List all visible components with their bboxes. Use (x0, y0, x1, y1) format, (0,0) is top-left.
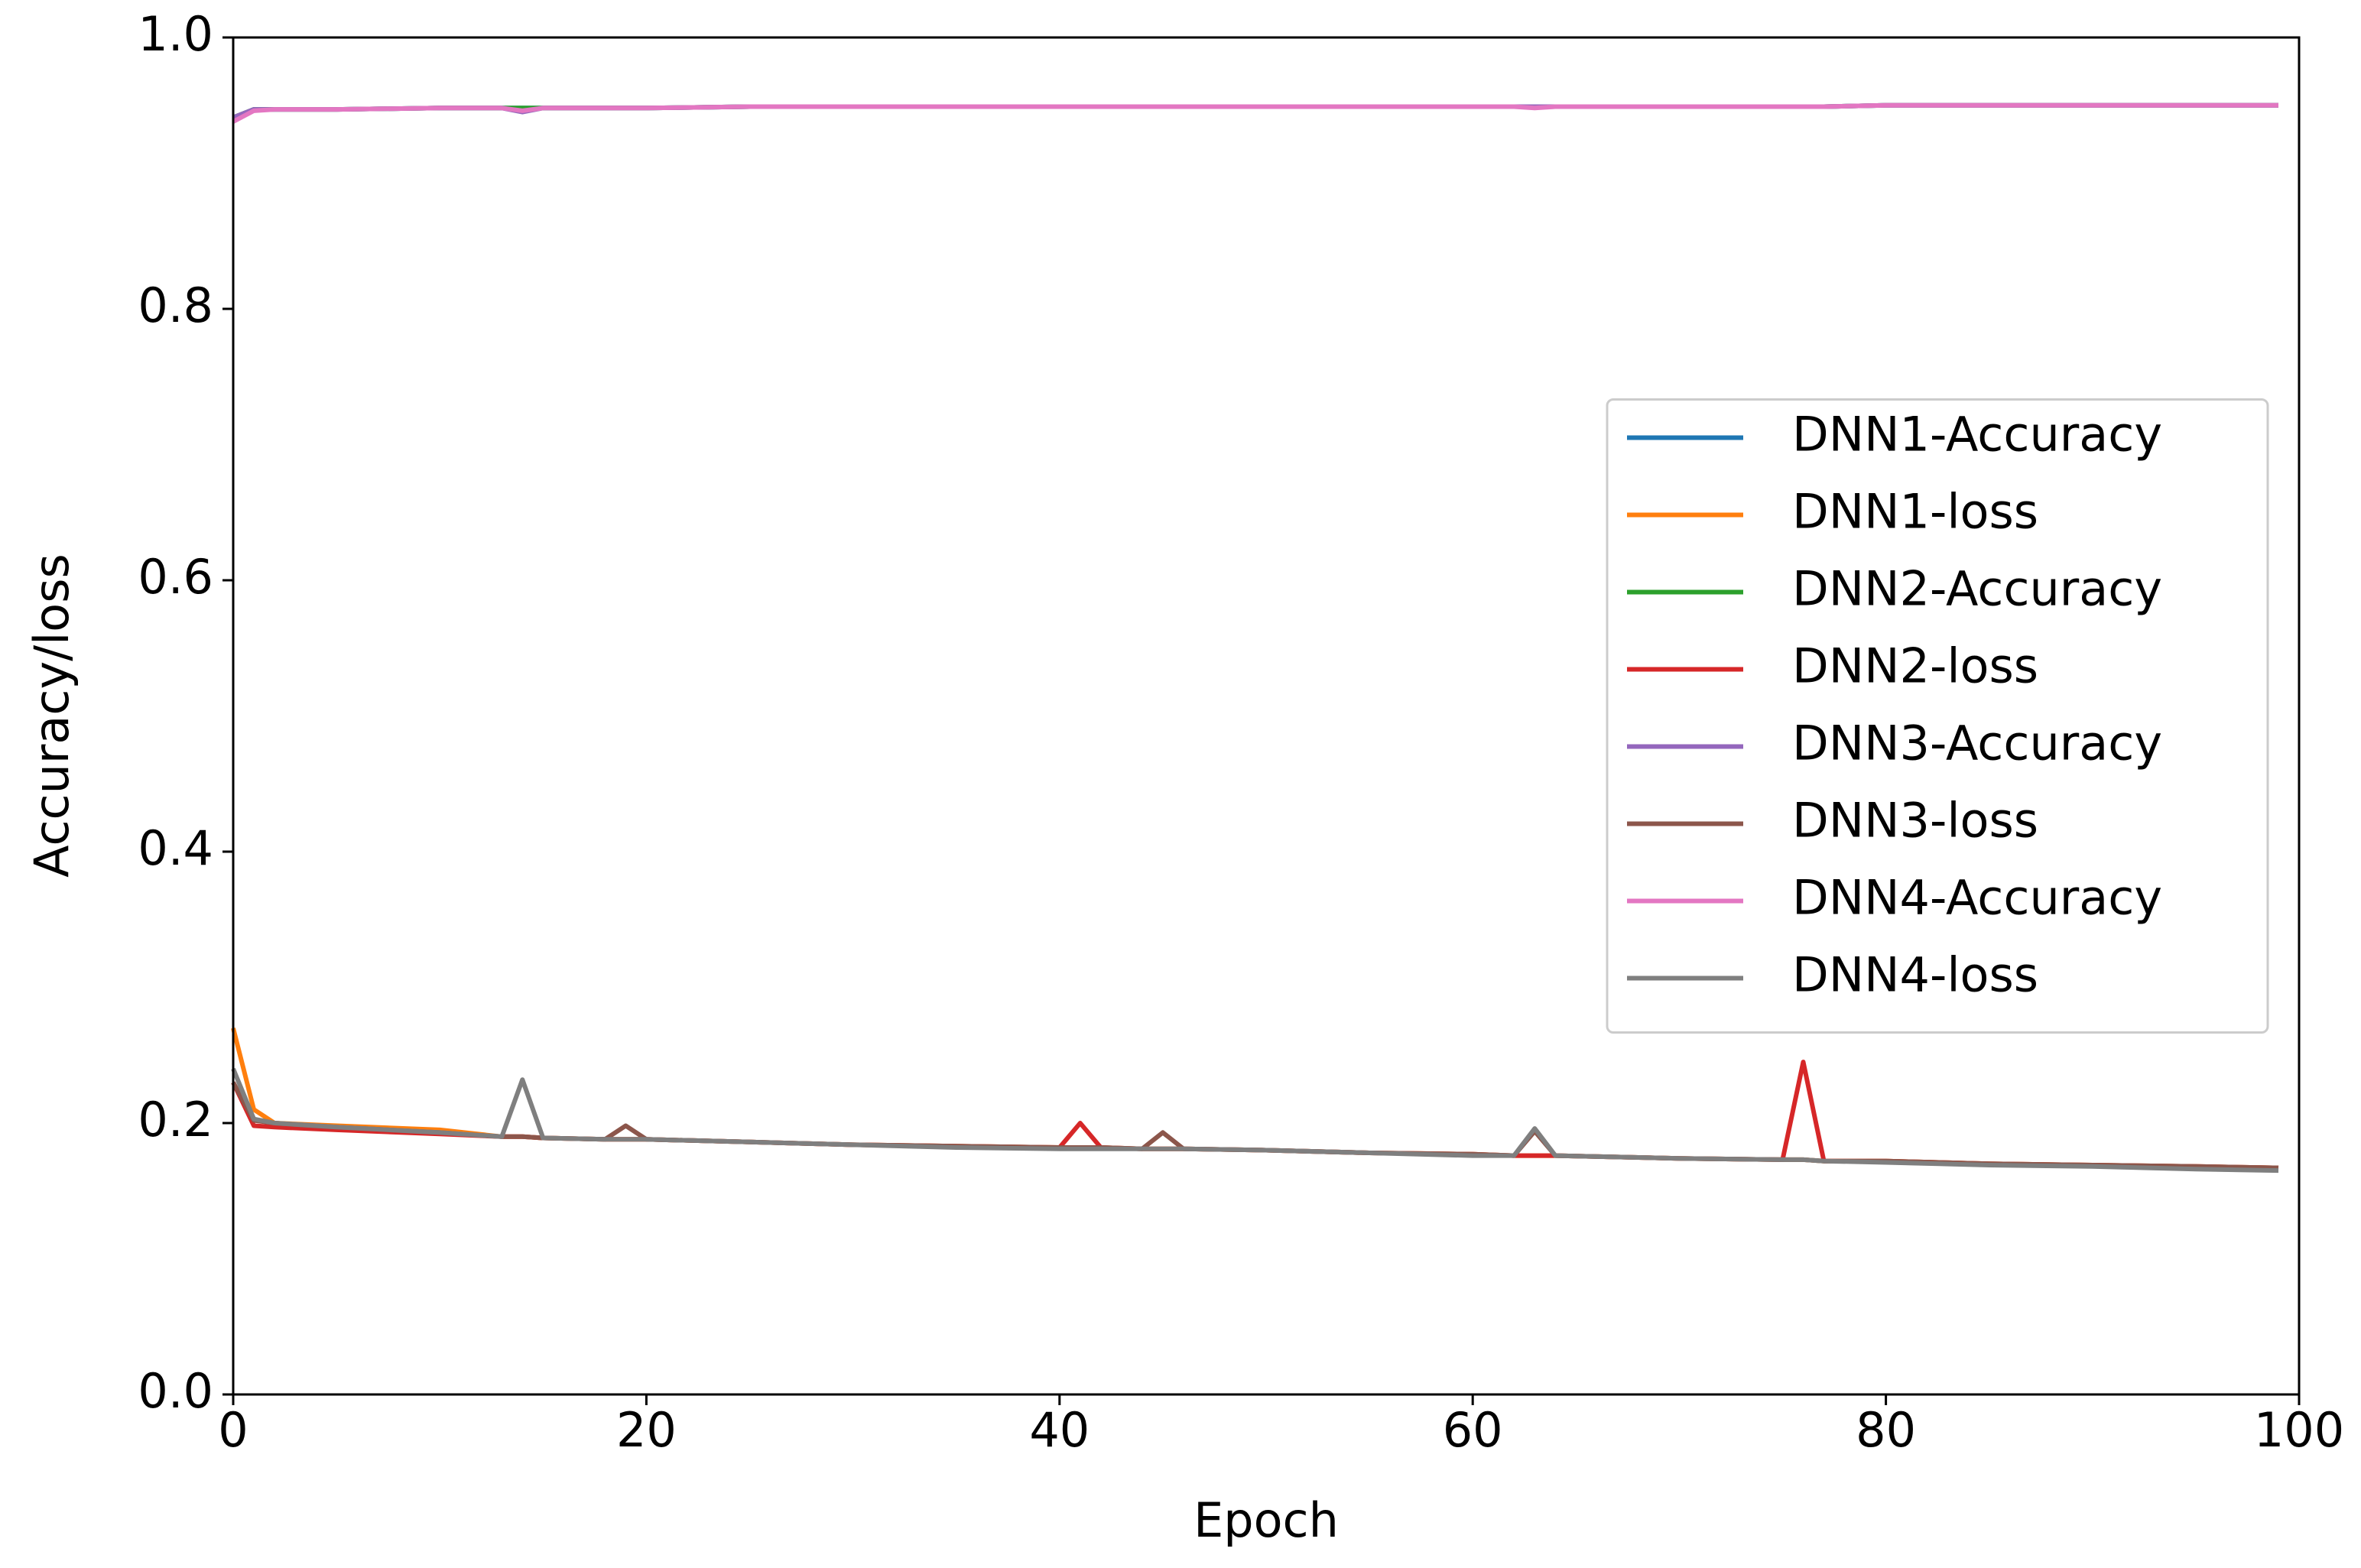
legend-label: DNN1-loss (1792, 484, 2038, 540)
legend-label: DNN4-Accuracy (1792, 870, 2162, 926)
y-tick-label: 0.2 (138, 1092, 213, 1148)
legend-label: DNN3-Accuracy (1792, 716, 2162, 771)
y-tick-label: 0.0 (138, 1363, 213, 1419)
x-tick-label: 0 (218, 1402, 248, 1458)
x-tick-label: 60 (1443, 1402, 1503, 1458)
legend-label: DNN1-Accuracy (1792, 407, 2162, 463)
series-line (231, 1067, 2279, 1174)
y-tick-label: 0.6 (138, 549, 213, 605)
series-line (232, 102, 2278, 124)
legend-box (1606, 398, 2269, 1034)
y-tick-label: 1.0 (138, 6, 213, 62)
x-tick-label: 100 (2254, 1402, 2344, 1458)
x-tick-label: 80 (1856, 1402, 1916, 1458)
x-axis-label: Epoch (1193, 1492, 1339, 1548)
legend-label: DNN2-loss (1792, 638, 2038, 694)
y-tick-label: 0.8 (138, 278, 213, 333)
y-axis-label: Accuracy/loss (24, 554, 80, 878)
legend-label: DNN3-loss (1792, 793, 2038, 849)
legend-label: DNN4-loss (1792, 947, 2038, 1003)
legend: DNN1-Accuracy DNN1-loss DNN2-Accuracy DNN2-… (1606, 398, 2269, 1034)
y-tick-label: 0.4 (138, 820, 213, 876)
legend-label: DNN2-Accuracy (1792, 561, 2162, 617)
x-tick-label: 20 (616, 1402, 677, 1458)
x-tick-label: 40 (1029, 1402, 1090, 1458)
plot-frame (232, 36, 2301, 1396)
